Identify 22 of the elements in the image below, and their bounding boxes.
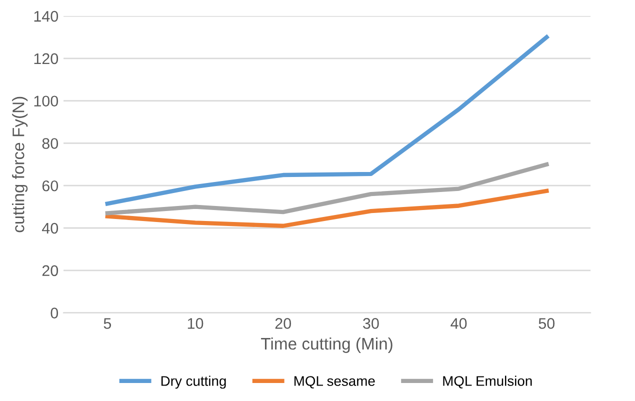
legend-label: MQL sesame xyxy=(294,376,375,388)
x-tick-label: 10 xyxy=(188,318,204,329)
line-series xyxy=(105,162,549,216)
y-tick-label: 20 xyxy=(42,265,58,276)
line-series xyxy=(105,35,549,206)
x-tick-label: 50 xyxy=(538,318,555,329)
line-series xyxy=(105,188,549,228)
x-tick-label: 20 xyxy=(275,318,292,329)
y-tick-label: 80 xyxy=(42,138,58,149)
x-tick-label: 5 xyxy=(104,318,112,329)
x-tick-label: 30 xyxy=(363,318,379,329)
legend-label: MQL Emulsion xyxy=(443,376,532,388)
y-tick-label: 40 xyxy=(42,222,58,234)
y-tick-label: 120 xyxy=(34,53,58,64)
x-axis-title: Time cutting (Min) xyxy=(261,337,392,353)
y-tick-label: 0 xyxy=(50,308,58,318)
legend-label: Dry cutting xyxy=(161,376,226,389)
y-tick-label: 60 xyxy=(42,180,58,192)
y-axis-title: cutting force Fy(N) xyxy=(12,96,28,232)
y-tick-label: 100 xyxy=(34,96,58,107)
y-tick-label: 140 xyxy=(34,10,58,22)
x-tick-label: 40 xyxy=(450,318,467,329)
